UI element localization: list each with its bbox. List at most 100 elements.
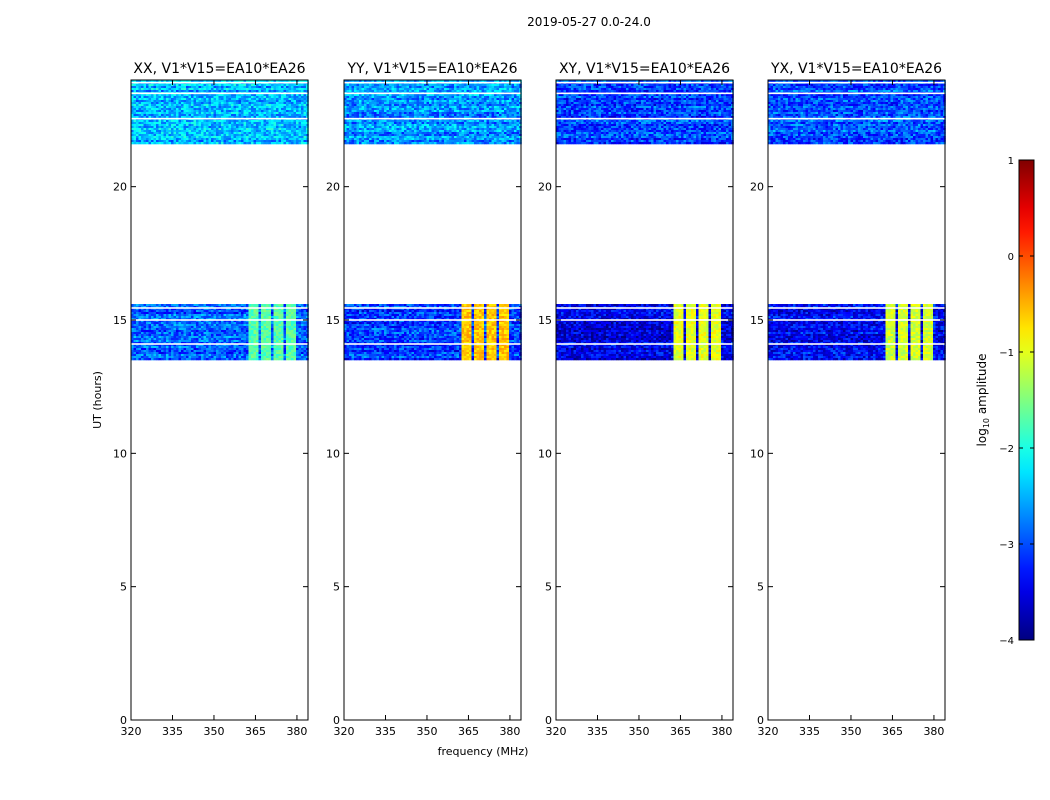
heat-cell [288, 120, 292, 123]
heat-cell [306, 352, 309, 355]
heat-cell [176, 318, 179, 321]
heat-cell [221, 88, 224, 91]
heat-cell [451, 316, 455, 319]
heat-cell [238, 308, 242, 311]
heat-cell [263, 140, 267, 143]
heat-cell [156, 320, 159, 323]
heat-cell [148, 350, 152, 353]
heat-cell [203, 90, 207, 93]
heat-cell [283, 134, 287, 137]
heat-cell [256, 104, 259, 107]
heat-cell [238, 102, 242, 105]
heat-cell [506, 304, 510, 307]
heat-cell [474, 304, 477, 307]
heat-cell [231, 142, 234, 145]
heat-cell [208, 126, 212, 129]
heat-cell [166, 110, 169, 113]
heat-cell [136, 356, 139, 359]
heat-cell [464, 312, 467, 315]
heat-cell [136, 322, 139, 325]
heat-cell [231, 316, 234, 319]
heat-cell [394, 310, 397, 313]
heat-cell [296, 124, 299, 127]
heat-cell [256, 134, 259, 137]
heat-cell [496, 320, 500, 323]
heat-cell [303, 86, 307, 89]
heat-cell [376, 312, 380, 315]
heat-cell [256, 314, 259, 317]
heat-cell [193, 348, 197, 351]
heat-cell [248, 348, 252, 351]
heat-cell [193, 338, 197, 341]
heat-cell [193, 126, 197, 129]
heat-cell [131, 328, 134, 331]
heat-cell [241, 120, 244, 123]
heat-cell [258, 356, 262, 359]
heat-cell [288, 328, 292, 331]
heat-cell [351, 320, 355, 323]
heat-cell [131, 318, 134, 321]
heat-cell [459, 318, 462, 321]
heat-cell [181, 304, 184, 307]
heat-cell [193, 356, 197, 359]
heat-cell [173, 116, 177, 119]
heat-cell [424, 310, 427, 313]
heat-cell [441, 304, 445, 307]
heat-cell [233, 310, 237, 313]
heat-cell [268, 88, 272, 91]
heat-cell [451, 322, 455, 325]
heat-cell [281, 328, 284, 331]
heat-cell [519, 318, 522, 321]
heat-cell [228, 326, 232, 329]
heat-cell [426, 316, 430, 319]
heat-cell [306, 358, 309, 361]
heat-cell [281, 304, 284, 307]
heat-cell [203, 122, 207, 125]
heat-cell [471, 310, 475, 313]
heat-cell [133, 80, 137, 83]
heat-cell [221, 320, 224, 323]
heat-cell [186, 348, 189, 351]
heat-cell [258, 358, 262, 361]
heat-cell [306, 90, 309, 93]
heat-cell [151, 84, 154, 87]
heat-cell [281, 310, 284, 313]
heat-cell [223, 320, 227, 323]
heat-cell [203, 86, 207, 89]
heat-cell [233, 112, 237, 115]
heat-cell [191, 326, 194, 329]
heat-cell [166, 138, 169, 141]
heat-cell [466, 320, 470, 323]
heat-cell [298, 98, 302, 101]
heat-cell [186, 308, 189, 311]
heat-cell [198, 128, 202, 131]
heat-cell [176, 306, 179, 309]
heat-cell [186, 126, 189, 129]
heat-cell [171, 306, 174, 309]
heat-cell [364, 308, 367, 311]
heat-cell [253, 358, 257, 361]
heat-cell [516, 320, 520, 323]
heat-cell [146, 316, 149, 319]
heat-cell [286, 112, 289, 115]
heat-cell [228, 126, 232, 129]
heat-cell [286, 330, 289, 333]
heat-cell [146, 104, 149, 107]
heat-cell [231, 336, 234, 339]
heat-cell [218, 122, 222, 125]
heat-cell [161, 98, 164, 101]
heat-cell [278, 104, 282, 107]
heat-cell [391, 318, 395, 321]
heat-cell [364, 318, 367, 321]
heat-cell [306, 126, 309, 129]
heat-cell [166, 132, 169, 135]
heat-cell [401, 312, 405, 315]
heat-cell [246, 310, 249, 313]
heat-cell [131, 316, 134, 319]
heat-cell [253, 310, 257, 313]
heat-cell [271, 344, 274, 347]
heat-cell [286, 94, 289, 97]
heat-cell [293, 328, 297, 331]
heat-cell [243, 108, 247, 111]
heat-cell [256, 304, 259, 307]
